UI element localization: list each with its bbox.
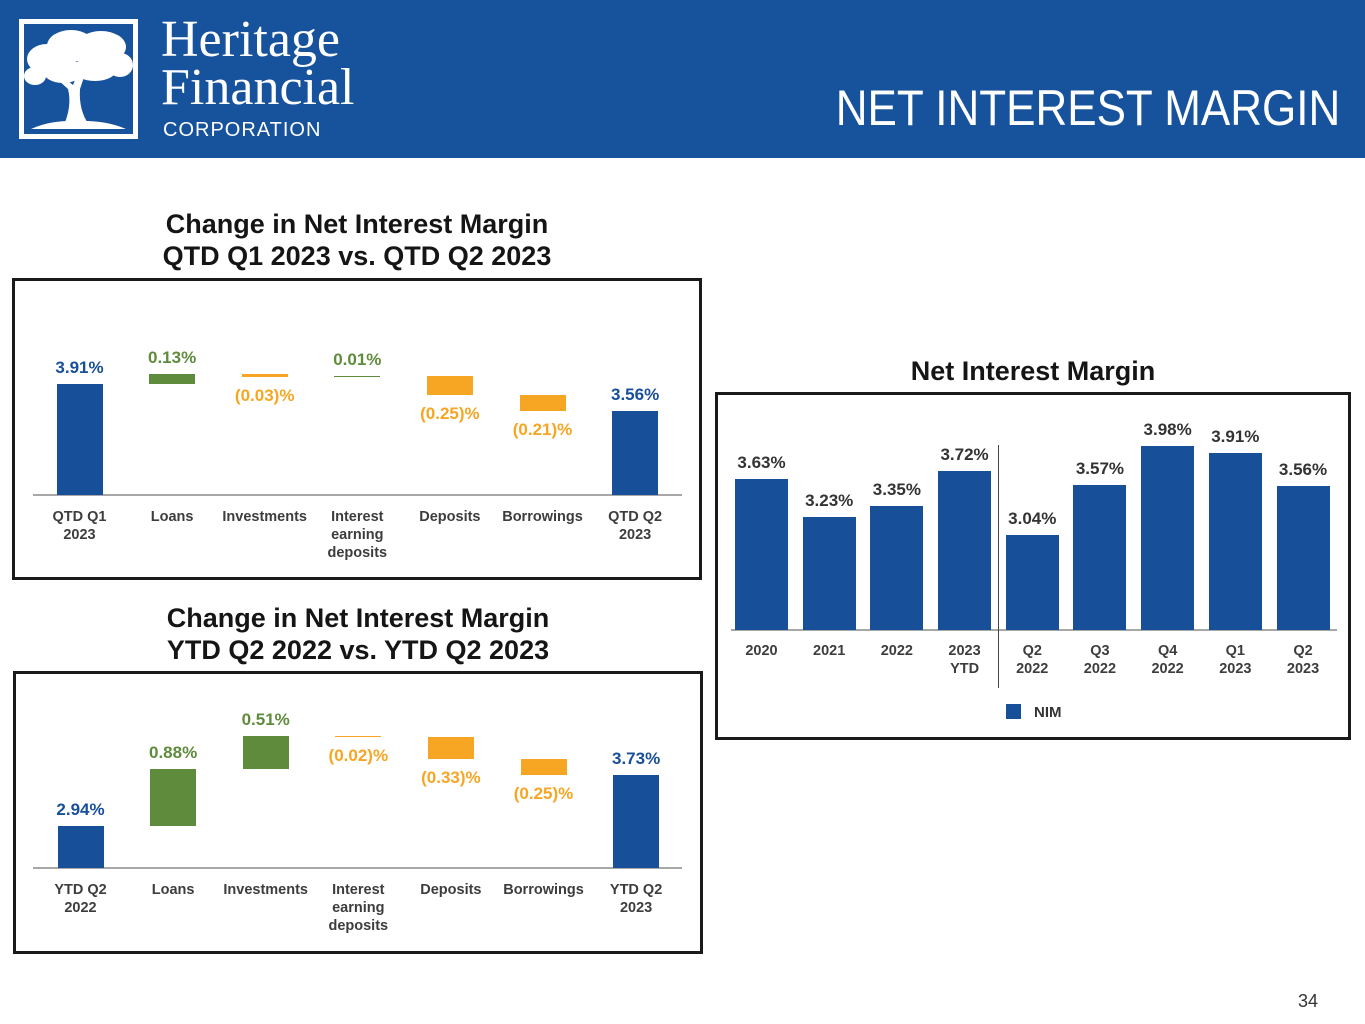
ytd-category-label-ytd-q2-2022: YTD Q2 2022 bbox=[54, 882, 107, 916]
nim-value-label-2020: 3.63% bbox=[737, 453, 786, 473]
ytd-x-axis-line bbox=[33, 867, 682, 869]
ytd-bar-loans bbox=[150, 769, 197, 826]
ytd-category-label-interest-earning-deposits: Interest earning deposits bbox=[328, 882, 389, 934]
ytd-category-label-ytd-q2-2023: YTD Q2 2023 bbox=[609, 882, 663, 916]
ytd-value-label-borrowings: (0.25)% bbox=[513, 783, 574, 803]
qtd-category-label-loans: Loans bbox=[150, 509, 194, 525]
ytd-bar-deposits bbox=[427, 737, 474, 759]
qtd-category-label-interest-earning-deposits: Interest earning deposits bbox=[327, 509, 388, 561]
qtd-value-label-qtd-q2-2023: 3.56% bbox=[610, 385, 660, 405]
page-number: 34 bbox=[1297, 991, 1318, 1011]
nim-value-label-q2-2023: 3.56% bbox=[1278, 459, 1328, 479]
qtd-bar-interest-earning-deposits bbox=[334, 375, 381, 378]
ytd-chart-plot: 2.94% YTD Q2 2022 0.88% Loans 0.51% Investmen… bbox=[13, 671, 703, 954]
ytd-value-label-ytd-q2-2023: 3.73% bbox=[611, 748, 661, 768]
nim-legend-swatch bbox=[1006, 704, 1021, 719]
nim-category-label-q2-2022: Q2 2022 bbox=[1016, 643, 1049, 677]
ytd-bar-ytd-q2-2023 bbox=[613, 774, 660, 868]
logo-name-financial: Financial bbox=[161, 59, 355, 116]
qtd-category-label-qtd-q1-2023: QTD Q1 2023 bbox=[52, 509, 107, 543]
ytd-chart-title: Change in Net Interest Margin bbox=[166, 603, 550, 633]
nim-value-label-q2-2022: 3.04% bbox=[1008, 509, 1057, 529]
ytd-category-label-deposits: Deposits bbox=[420, 882, 482, 898]
ytd-chart-frame bbox=[13, 671, 703, 954]
nim-category-label-2021: 2021 bbox=[813, 643, 846, 659]
nim-bar-q2-2023 bbox=[1276, 485, 1330, 630]
nim-bar-2021 bbox=[802, 517, 856, 630]
nim-bar-2022 bbox=[870, 505, 924, 630]
nim-value-label-q3-2022: 3.57% bbox=[1075, 458, 1125, 478]
nim-category-label-2022: 2022 bbox=[880, 643, 913, 659]
nim-bar-q1-2023 bbox=[1208, 452, 1262, 630]
ytd-bar-ytd-q2-2022 bbox=[57, 825, 104, 868]
nim-bar-q2-2022 bbox=[1005, 535, 1059, 630]
nim-category-label-q2-2023: Q2 2023 bbox=[1286, 643, 1320, 677]
nim-value-label-q1-2023: 3.91% bbox=[1211, 426, 1260, 446]
nim-bar-2020 bbox=[735, 479, 788, 630]
nim-bar-q4-2022 bbox=[1141, 445, 1195, 630]
ytd-value-label-investments: 0.51% bbox=[241, 710, 290, 729]
ytd-bar-borrowings bbox=[520, 758, 567, 775]
nim-chart-frame bbox=[715, 392, 1351, 740]
qtd-category-label-borrowings: Borrowings bbox=[502, 509, 583, 525]
nim-category-label-q1-2023: Q1 2023 bbox=[1219, 643, 1252, 677]
nim-category-label-2020: 2020 bbox=[745, 643, 778, 659]
qtd-chart-frame bbox=[12, 278, 702, 580]
qtd-bar-borrowings bbox=[519, 395, 566, 412]
ytd-chart-subtitle: YTD Q2 2022 vs. YTD Q2 2023 bbox=[166, 635, 550, 665]
ytd-category-label-investments: Investments bbox=[223, 882, 308, 898]
nim-value-label-2023-ytd: 3.72% bbox=[940, 444, 989, 464]
qtd-value-label-borrowings: (0.21)% bbox=[512, 420, 573, 440]
nim-category-label-q4-2022: Q4 2022 bbox=[1151, 643, 1184, 677]
qtd-value-label-deposits: (0.25)% bbox=[420, 404, 480, 424]
qtd-value-label-investments: (0.03)% bbox=[234, 385, 295, 405]
qtd-bar-deposits bbox=[426, 375, 473, 396]
nim-legend-label: NIM bbox=[1034, 704, 1062, 721]
nim-category-label-q3-2022: Q3 2022 bbox=[1083, 643, 1117, 677]
qtd-category-label-investments: Investments bbox=[222, 509, 307, 525]
ytd-category-label-borrowings: Borrowings bbox=[503, 882, 584, 898]
nim-chart-plot: NIM 3.63% 2020 3.23% 2021 3.35% 2022 3.72% 2023… bbox=[715, 392, 1351, 740]
qtd-bar-qtd-q1-2023 bbox=[56, 384, 103, 495]
qtd-bar-qtd-q2-2023 bbox=[612, 411, 659, 495]
qtd-category-label-qtd-q2-2023: QTD Q2 2023 bbox=[608, 509, 663, 543]
ytd-value-label-ytd-q2-2022: 2.94% bbox=[56, 799, 105, 819]
nim-period-divider bbox=[997, 445, 1000, 688]
logo-name-corporation: CORPORATION bbox=[163, 119, 322, 141]
ytd-value-label-interest-earning-deposits: (0.02)% bbox=[328, 746, 389, 766]
tree-logo-icon bbox=[19, 19, 138, 139]
page-title: NET INTEREST MARGIN bbox=[835, 80, 1340, 136]
qtd-value-label-qtd-q1-2023: 3.91% bbox=[55, 358, 104, 378]
nim-value-label-2021: 3.23% bbox=[805, 491, 854, 511]
qtd-x-axis-line bbox=[33, 494, 682, 496]
qtd-chart-subtitle: QTD Q1 2023 vs. QTD Q2 2023 bbox=[162, 241, 552, 271]
ytd-category-label-loans: Loans bbox=[151, 882, 195, 898]
qtd-value-label-loans: 0.13% bbox=[147, 348, 197, 368]
qtd-value-label-interest-earning-deposits: 0.01% bbox=[333, 349, 382, 369]
ytd-value-label-deposits: (0.33)% bbox=[421, 767, 481, 787]
ytd-bar-investments bbox=[242, 736, 289, 769]
nim-value-label-q4-2022: 3.98% bbox=[1143, 419, 1192, 439]
qtd-category-label-deposits: Deposits bbox=[419, 509, 481, 525]
ytd-bar-interest-earning-deposits bbox=[335, 735, 382, 738]
nim-x-axis-line bbox=[731, 629, 1337, 631]
qtd-bar-investments bbox=[241, 374, 288, 377]
logo-name-heritage: Heritage bbox=[161, 11, 341, 68]
nim-chart-title: Net Interest Margin bbox=[910, 356, 1156, 386]
nim-bar-q3-2022 bbox=[1073, 484, 1127, 630]
nim-value-label-2022: 3.35% bbox=[872, 479, 921, 499]
ytd-value-label-loans: 0.88% bbox=[148, 743, 198, 762]
qtd-chart-plot: 3.91% QTD Q1 2023 0.13% Loans (0.03)% Investm… bbox=[12, 278, 702, 580]
nim-bar-2023-ytd bbox=[938, 470, 992, 630]
header-bar: Heritage Financial CORPORATION NET INTER… bbox=[0, 0, 1365, 158]
qtd-chart-title: Change in Net Interest Margin bbox=[165, 209, 549, 239]
nim-category-label-2023-ytd: 2023 YTD bbox=[948, 643, 981, 677]
qtd-bar-loans bbox=[149, 374, 196, 385]
